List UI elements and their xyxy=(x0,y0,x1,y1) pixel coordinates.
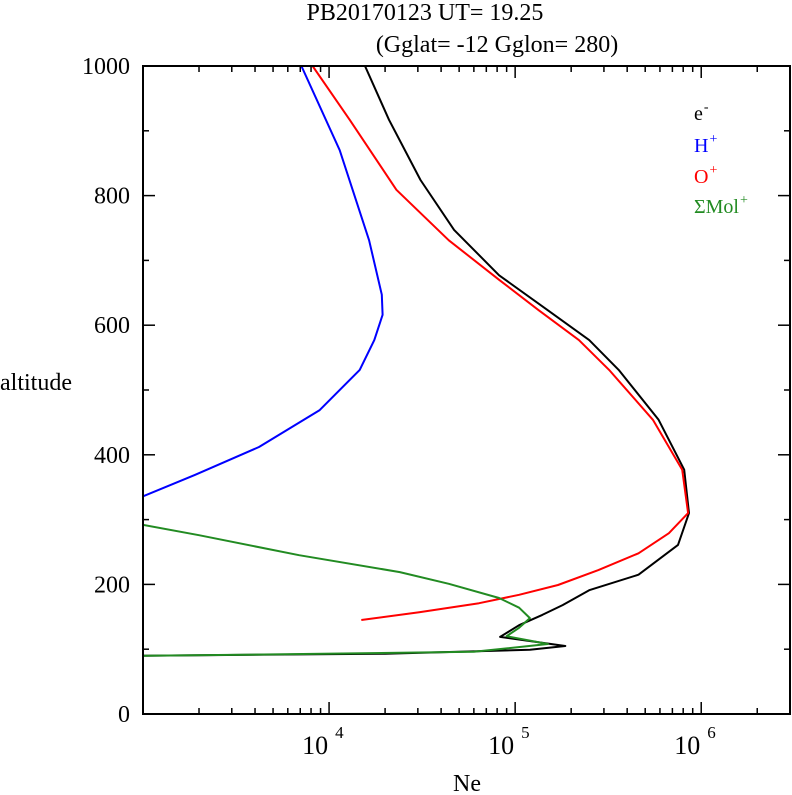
series-line-h-plus xyxy=(143,66,384,498)
x-axis-label: Ne xyxy=(453,771,481,795)
legend-entry: ΣMol + xyxy=(694,193,748,218)
axis-ticks xyxy=(143,65,791,715)
legend-label: e xyxy=(694,103,703,125)
series-line-o-plus xyxy=(311,66,690,621)
x-tick-exponent: 5 xyxy=(521,723,530,742)
y-tick-label: 200 xyxy=(94,572,130,598)
y-axis-label: altitude xyxy=(0,370,72,396)
legend-label: O xyxy=(694,166,708,188)
legend-entry: e- xyxy=(694,100,709,125)
y-tick-label: 800 xyxy=(94,184,130,210)
legend-label-superscript: + xyxy=(740,193,748,208)
y-tick-label: 1000 xyxy=(82,54,130,80)
x-tick-label: 10 xyxy=(488,731,514,760)
legend-label: ΣMol xyxy=(694,196,739,218)
y-tick-label: 400 xyxy=(94,443,130,469)
x-tick-label: 10 xyxy=(674,731,700,760)
axis-tick-labels: 0 200 400 600 800 1000 10 4 10 5 10 6 xyxy=(82,54,716,760)
legend-label-superscript: - xyxy=(704,100,709,115)
plot-lines xyxy=(143,66,690,657)
series-line-mol-plus xyxy=(143,523,549,657)
y-tick-label: 0 xyxy=(118,702,130,728)
legend-entry: H + xyxy=(694,132,717,157)
plot-frame xyxy=(142,65,791,715)
x-tick-label: 10 xyxy=(302,731,328,760)
legend-label: H xyxy=(694,135,708,157)
legend: e -H +O +ΣMol + xyxy=(694,100,748,218)
legend-label-superscript: + xyxy=(709,163,717,178)
x-tick-exponent: 6 xyxy=(707,723,716,742)
legend-label-superscript: + xyxy=(709,132,717,147)
y-tick-label: 600 xyxy=(94,313,130,339)
legend-entry: O + xyxy=(694,163,717,188)
chart-subtitle: (Gglat= -12 Gglon= 280) xyxy=(376,32,618,58)
x-tick-exponent: 4 xyxy=(335,723,344,742)
chart-title: PB20170123 UT= 19.25 xyxy=(307,0,544,26)
